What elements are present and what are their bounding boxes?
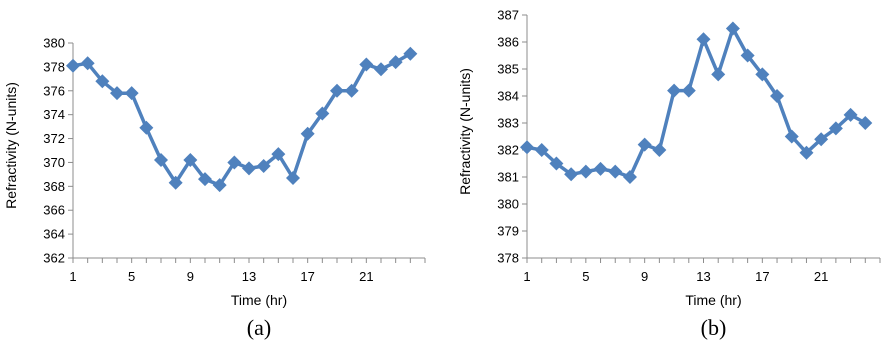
data-point — [330, 83, 344, 98]
data-point — [799, 145, 814, 160]
data-point — [667, 83, 682, 98]
x-tick-label: 5 — [128, 269, 135, 284]
data-point — [286, 170, 300, 185]
data-point — [637, 137, 652, 152]
panel-label: (b) — [701, 315, 727, 340]
data-point — [608, 164, 623, 179]
data-point — [696, 32, 711, 47]
data-point — [520, 140, 534, 155]
chart-panel-a: 362 364 366 368 370 372 374 376 378 380 1 5 9 13 17 21 T… — [3, 36, 426, 340]
data-point — [80, 56, 95, 71]
data-point — [374, 62, 388, 77]
data-point — [755, 67, 770, 82]
data-point — [183, 153, 198, 168]
charts-root: 362 364 366 368 370 372 374 376 378 380 1 5 9 13 17 21 T… — [3, 8, 881, 340]
data-point — [740, 48, 755, 63]
y-tick-label: 376 — [43, 83, 65, 98]
x-tick-label: 9 — [187, 269, 194, 284]
series-line — [526, 26, 867, 179]
x-tick-label: 1 — [69, 269, 76, 284]
y-tick-label: 378 — [43, 59, 65, 74]
data-point — [227, 155, 242, 170]
y-tick-label: 362 — [43, 251, 65, 266]
y-tick-label: 383 — [497, 116, 519, 131]
y-tick-label: 384 — [497, 89, 519, 104]
x-tick-label: 13 — [242, 269, 256, 284]
y-axis-title: Refractivity (N-units) — [457, 68, 473, 195]
data-point — [843, 107, 858, 122]
data-point — [198, 172, 212, 187]
data-point — [622, 170, 637, 184]
data-point — [784, 129, 799, 144]
y-tick-label: 380 — [497, 197, 519, 212]
x-tick-label: 1 — [523, 269, 530, 284]
data-point — [593, 161, 608, 176]
y-tick-label: 364 — [43, 227, 65, 242]
y-axis-title: Refractivity (N-units) — [3, 82, 19, 209]
x-tick-label: 17 — [300, 269, 314, 284]
chart-panel-b: 378 379 380 381 382 383 384 385 386 387 1 5 9 13 17 21 T… — [457, 8, 881, 340]
data-point — [110, 86, 124, 101]
y-tick-label: 368 — [43, 179, 65, 194]
data-point — [315, 106, 330, 121]
x-tick-label: 17 — [755, 269, 769, 284]
y-tick-label: 374 — [43, 107, 65, 122]
data-point — [66, 58, 80, 73]
data-point — [139, 120, 154, 135]
data-point — [652, 143, 667, 157]
y-tick-label: 382 — [497, 143, 519, 158]
y-tick-label: 380 — [43, 36, 65, 51]
x-axis-title: Time (hr) — [231, 292, 287, 308]
y-tick-label: 385 — [497, 62, 519, 77]
data-point — [770, 89, 785, 103]
data-point — [344, 83, 359, 98]
data-point — [242, 161, 256, 176]
data-point — [828, 121, 843, 136]
data-point — [388, 55, 403, 70]
data-point — [154, 153, 168, 168]
data-point — [403, 46, 418, 61]
data-point — [564, 167, 579, 182]
x-tick-label: 13 — [696, 269, 710, 284]
data-point — [256, 159, 271, 174]
x-tick-label: 21 — [359, 269, 373, 284]
series-line — [72, 52, 412, 187]
y-tick-label: 387 — [497, 8, 519, 23]
y-tick-label: 372 — [43, 131, 65, 146]
y-tick-label: 379 — [497, 224, 519, 239]
data-point — [681, 83, 696, 98]
data-point — [271, 147, 286, 162]
y-tick-label: 378 — [497, 251, 519, 266]
data-point — [711, 67, 726, 82]
data-point — [858, 116, 873, 130]
data-point — [725, 21, 740, 36]
data-point — [168, 175, 183, 190]
y-tick-label: 366 — [43, 203, 65, 218]
data-point — [95, 74, 110, 89]
panel-label: (a) — [247, 315, 271, 340]
x-axis-title: Time (hr) — [685, 292, 741, 308]
data-point — [359, 57, 374, 72]
x-tick-label: 9 — [641, 269, 648, 284]
data-point — [814, 132, 829, 147]
data-point — [300, 126, 315, 141]
data-point — [534, 143, 549, 157]
y-tick-label: 370 — [43, 155, 65, 170]
data-point — [124, 86, 139, 101]
y-tick-label: 386 — [497, 35, 519, 50]
x-tick-label: 5 — [582, 269, 589, 284]
y-tick-label: 381 — [497, 170, 519, 185]
data-point — [549, 156, 564, 171]
data-point — [578, 164, 593, 179]
data-point — [212, 178, 227, 193]
x-tick-label: 21 — [814, 269, 828, 284]
